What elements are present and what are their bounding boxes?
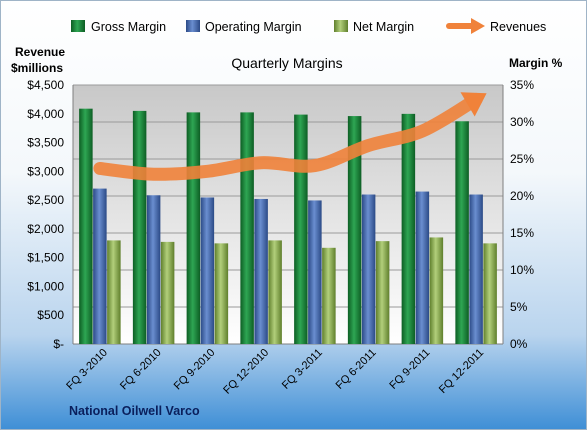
bar-gross-margin-fq-3-2011 <box>294 114 308 344</box>
bar-gross-margin-fq-9-2010 <box>186 112 201 344</box>
chart-title: Quarterly Margins <box>231 55 342 71</box>
category-label-fq-6-2011: FQ 6-2011 <box>334 347 379 392</box>
category-label-fq-3-2011: FQ 3-2011 <box>280 347 325 392</box>
bar-gross-margin-fq-12-2011 <box>455 121 469 344</box>
right-axis-ticks: 0% 5% 10% 15% 20% 25% 30% 35% <box>510 78 534 351</box>
bar-gross-margin-fq-9-2011 <box>401 113 416 344</box>
category-label-fq-12-2010: FQ 12-2010 <box>221 347 271 397</box>
legend-swatch-gross-margin <box>71 20 85 32</box>
right-tick-label: 10% <box>510 263 534 277</box>
left-tick-label: $3,000 <box>27 164 64 178</box>
legend-swatch-operating-margin <box>186 20 200 32</box>
legend-swatch-net-margin <box>334 20 348 32</box>
category-label-fq-9-2010: FQ 9-2010 <box>172 347 218 393</box>
category-label-fq-9-2011: FQ 9-2011 <box>387 347 432 392</box>
revenue-trend <box>93 92 487 181</box>
left-tick-label: $1,000 <box>27 279 64 293</box>
company-name: National Oilwell Varco <box>69 404 200 418</box>
left-tick-label: $2,000 <box>27 222 64 236</box>
bar-net-margin-fq-3-2010 <box>107 240 121 344</box>
left-tick-label: $- <box>53 337 64 351</box>
left-tick-label: $500 <box>37 308 64 322</box>
bar-net-margin-fq-6-2010 <box>160 241 175 344</box>
right-tick-label: 20% <box>510 189 534 203</box>
bar-gross-margin-fq-6-2010 <box>132 110 147 345</box>
legend-revenues: Revenues <box>490 20 546 34</box>
bar-operating-margin-fq-6-2011 <box>361 194 376 344</box>
bar-operating-margin-fq-6-2010 <box>146 195 161 344</box>
legend-net-margin: Net Margin <box>353 20 414 34</box>
revenues-line <box>93 92 483 181</box>
right-tick-label: 30% <box>510 115 534 129</box>
category-label-fq-3-2010: FQ 3-2010 <box>64 347 110 393</box>
bar-net-margin-fq-9-2010 <box>214 243 229 344</box>
right-tick-label: 35% <box>510 78 534 92</box>
bar-net-margin-fq-3-2011 <box>322 247 336 344</box>
legend-operating-margin: Operating Margin <box>205 20 302 34</box>
left-tick-label: $4,000 <box>27 107 64 121</box>
category-label-fq-12-2011: FQ 12-2011 <box>437 347 486 396</box>
bar-operating-margin-fq-9-2011 <box>415 191 430 344</box>
left-axis-label-line1: Revenue <box>15 45 65 59</box>
bar-net-margin-fq-12-2010 <box>268 240 282 344</box>
bar-gross-margin-fq-12-2010 <box>240 112 254 344</box>
left-tick-label: $1,500 <box>27 251 64 265</box>
bar-net-margin-fq-9-2011 <box>429 237 444 344</box>
bar-operating-margin-fq-12-2010 <box>254 198 268 344</box>
bar-operating-margin-fq-12-2011 <box>469 194 483 344</box>
bar-net-margin-fq-12-2011 <box>483 243 497 344</box>
left-tick-label: $4,500 <box>27 78 64 92</box>
left-axis-label-line2: $millions <box>11 61 63 75</box>
left-tick-label: $2,500 <box>27 193 64 207</box>
right-tick-label: 15% <box>510 226 534 240</box>
legend: Gross Margin Operating Margin Net Margin… <box>71 18 546 34</box>
bar-net-margin-fq-6-2011 <box>375 241 390 344</box>
right-tick-label: 0% <box>510 337 528 351</box>
legend-gross-margin: Gross Margin <box>91 20 166 34</box>
bar-gross-margin-fq-3-2010 <box>79 108 93 345</box>
legend-revenues-arrowhead <box>471 18 485 34</box>
right-tick-label: 25% <box>510 152 534 166</box>
left-tick-label: $3,500 <box>27 136 64 150</box>
revenues-arrowhead <box>460 92 487 117</box>
left-axis-ticks: $- $500 $1,000 $1,500 $2,000 $2,500 $3,000 $3,5… <box>27 78 64 351</box>
right-tick-label: 5% <box>510 300 528 314</box>
bar-operating-margin-fq-9-2010 <box>200 197 215 344</box>
bar-operating-margin-fq-3-2010 <box>93 188 107 344</box>
right-axis-label: Margin % <box>509 56 563 70</box>
category-labels: FQ 3-2010 FQ 6-2010 FQ 9-2010 FQ 12-2010 FQ … <box>64 347 486 397</box>
bar-operating-margin-fq-3-2011 <box>308 200 322 344</box>
bar-gross-margin-fq-6-2011 <box>347 116 362 344</box>
category-label-fq-6-2010: FQ 6-2010 <box>118 347 164 393</box>
